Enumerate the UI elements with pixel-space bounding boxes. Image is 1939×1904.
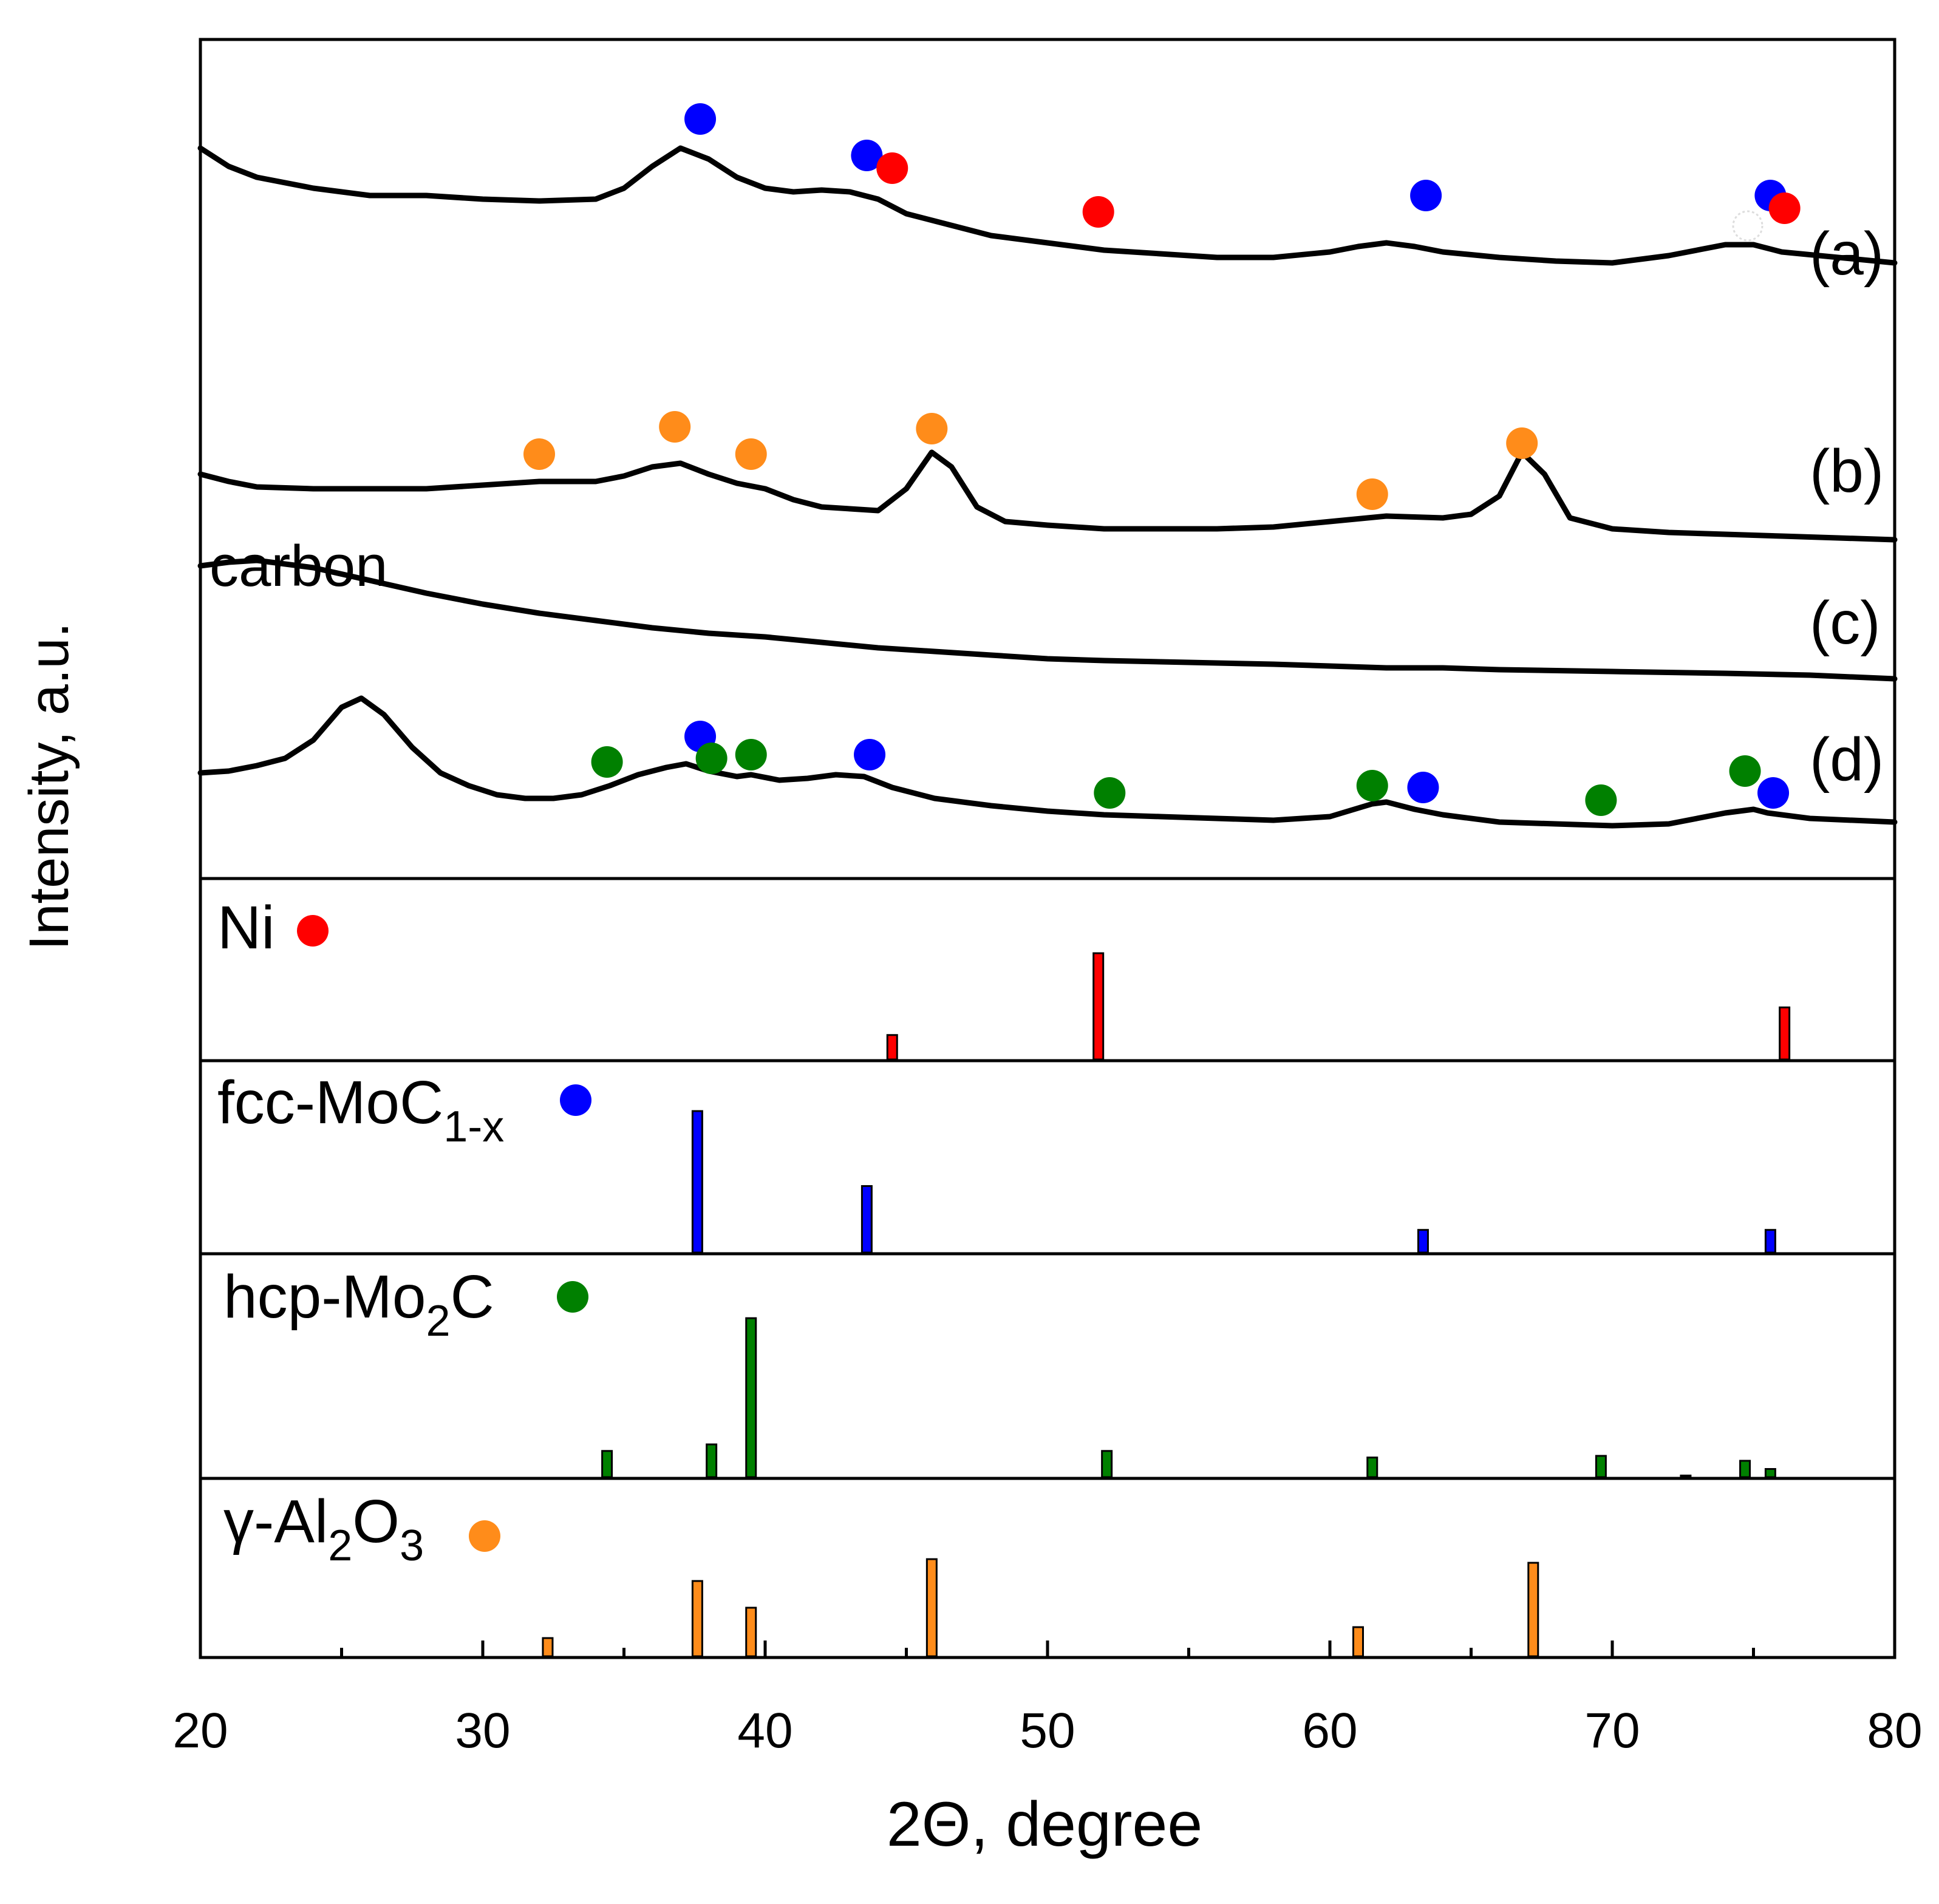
x-tick-label: 40 — [737, 1703, 792, 1758]
x-axis-label: 2Θ, degree — [887, 1789, 1202, 1860]
legend-dot-ni — [297, 915, 329, 947]
ref-peak-fcc — [1417, 1229, 1429, 1254]
xrd-curve-0 — [197, 145, 1898, 266]
marker-al2o3 — [659, 411, 691, 443]
x-tick-label: 30 — [455, 1703, 510, 1758]
curve-label-3: (d) — [1810, 726, 1884, 794]
marker-ni — [1768, 192, 1801, 224]
ref-peak-al2o3 — [1352, 1626, 1364, 1657]
marker-fcc — [854, 739, 886, 770]
ref-panel-al2o3-frame — [199, 1477, 1896, 1659]
ref-panel-ni-frame — [199, 877, 1896, 1062]
xrd-curve-3 — [197, 695, 1898, 829]
x-tick-label: 50 — [1020, 1703, 1075, 1758]
ref-peak-fcc — [1764, 1229, 1776, 1254]
ref-label-ni: Ni — [217, 894, 274, 962]
ref-peak-al2o3 — [745, 1606, 757, 1657]
ref-peak-hcp — [1739, 1460, 1751, 1478]
phase-markers — [523, 103, 1801, 816]
marker-hcp — [1094, 777, 1126, 809]
legend-dot-al2o3 — [469, 1520, 500, 1552]
xrd-curve-1 — [197, 449, 1898, 543]
ref-peak-ni — [1092, 952, 1105, 1061]
ref-peak-al2o3 — [542, 1637, 554, 1657]
ref-label-hcp: hcp-Mo2C — [223, 1263, 494, 1345]
marker-al2o3 — [1506, 427, 1538, 459]
legend-dot-fcc — [560, 1084, 591, 1116]
ref-label-fcc: fcc-MoC1-x — [217, 1069, 504, 1151]
curve-label-0: (a) — [1810, 220, 1884, 288]
marker-hcp — [695, 743, 728, 774]
marker-hcp — [1729, 755, 1761, 787]
curve-label-2: (c) — [1810, 589, 1881, 657]
ref-peak-hcp — [745, 1317, 757, 1478]
xrd-curve-2 — [197, 557, 1898, 682]
marker-fcc — [851, 140, 883, 171]
marker-ni — [1082, 196, 1114, 228]
marker-hcp — [1585, 784, 1617, 816]
marker-al2o3 — [916, 413, 948, 444]
marker-fcc — [1410, 180, 1442, 211]
ref-peak-al2o3 — [1527, 1562, 1539, 1657]
marker-al2o3 — [1356, 478, 1388, 510]
ref-peak-hcp — [706, 1443, 718, 1478]
marker-ni — [876, 152, 908, 184]
ref-label-al2o3: γ-Al2O3 — [223, 1487, 424, 1570]
curve-label-1: (b) — [1810, 437, 1884, 505]
marker-fcc — [1407, 772, 1439, 803]
ref-peak-fcc — [860, 1185, 873, 1254]
marker-fcc — [1757, 777, 1790, 809]
marker-fcc — [684, 103, 717, 135]
ref-peak-fcc — [691, 1110, 703, 1254]
ref-peak-hcp — [1101, 1450, 1113, 1478]
ref-peak-hcp — [1764, 1468, 1776, 1478]
x-tick-label: 60 — [1302, 1703, 1357, 1758]
ref-peak-hcp — [601, 1450, 613, 1478]
ref-peak-hcp — [1366, 1457, 1378, 1478]
x-tick-label: 80 — [1867, 1703, 1922, 1758]
ref-peak-al2o3 — [925, 1558, 938, 1657]
ref-peak-hcp — [1595, 1455, 1607, 1478]
x-axis: 20 30 40 50 60 70 80 — [172, 1640, 1923, 1758]
ref-peak-al2o3 — [691, 1580, 703, 1657]
legend-dot-hcp — [557, 1281, 588, 1313]
ref-panel-fcc-frame — [199, 1059, 1896, 1256]
marker-hcp — [591, 746, 623, 778]
marker-al2o3 — [523, 438, 555, 470]
ref-peak-ni — [886, 1034, 898, 1061]
reference-patterns: Ni fcc-MoC1-x hcp-Mo2C γ-Al2O3 — [217, 894, 1791, 1657]
hollow-marker — [1732, 210, 1764, 242]
x-tick-label: 70 — [1584, 1703, 1640, 1758]
marker-hcp — [735, 739, 767, 770]
main-panel-frame — [199, 38, 1896, 880]
marker-al2o3 — [735, 438, 767, 470]
marker-hcp — [1356, 770, 1388, 801]
ref-peak-hcp — [1680, 1474, 1692, 1478]
x-tick-label: 20 — [172, 1703, 228, 1758]
xrd-curves: (a) (b) (c) (d) — [197, 145, 1898, 829]
y-axis-label: Intensity, a.u. — [18, 622, 80, 950]
ref-peak-ni — [1779, 1006, 1791, 1061]
